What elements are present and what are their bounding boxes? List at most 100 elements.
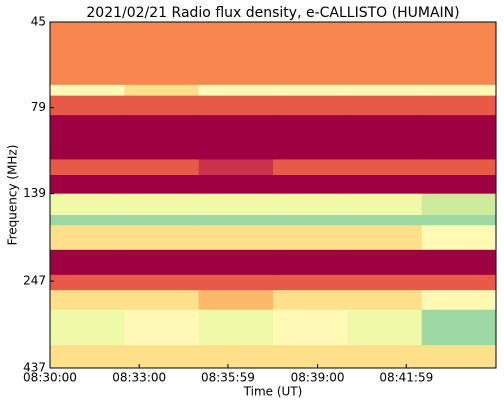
cell bbox=[124, 345, 200, 369]
cell bbox=[124, 309, 200, 346]
cell bbox=[124, 95, 200, 116]
cell bbox=[421, 115, 497, 160]
cell bbox=[347, 84, 423, 97]
cell bbox=[198, 22, 274, 86]
cell bbox=[50, 159, 125, 176]
cell bbox=[273, 115, 348, 160]
cell bbox=[124, 225, 200, 251]
cell bbox=[198, 225, 274, 251]
cell bbox=[347, 274, 423, 291]
cell bbox=[273, 159, 348, 176]
cell bbox=[198, 215, 274, 226]
cell bbox=[124, 193, 200, 216]
cell bbox=[124, 22, 200, 86]
cell bbox=[50, 290, 125, 311]
cell bbox=[198, 309, 274, 346]
cell bbox=[50, 115, 125, 160]
cell bbox=[273, 225, 348, 251]
cell bbox=[347, 95, 423, 116]
cell bbox=[273, 95, 348, 116]
cell bbox=[421, 225, 497, 251]
cell bbox=[421, 290, 497, 311]
cell bbox=[50, 193, 125, 216]
cell bbox=[124, 175, 200, 195]
cell bbox=[50, 84, 125, 97]
x-tick-label: 08:35:59 bbox=[201, 371, 255, 385]
cell bbox=[273, 290, 348, 311]
cell bbox=[124, 84, 200, 97]
cell bbox=[347, 249, 423, 276]
y-tick-label: 139 bbox=[23, 186, 46, 200]
cell bbox=[50, 215, 125, 226]
cell bbox=[50, 274, 125, 291]
cell bbox=[347, 225, 423, 251]
plot-frame bbox=[49, 21, 497, 369]
cell bbox=[198, 95, 274, 116]
y-tick-label: 45 bbox=[31, 15, 46, 29]
cell bbox=[347, 175, 423, 195]
cell bbox=[421, 193, 497, 216]
heatmap bbox=[50, 22, 497, 369]
cell bbox=[50, 225, 125, 251]
cell bbox=[124, 115, 200, 160]
cell bbox=[124, 215, 200, 226]
cell bbox=[273, 309, 348, 346]
cell bbox=[124, 290, 200, 311]
cell bbox=[198, 159, 274, 176]
cell bbox=[421, 84, 497, 97]
cell bbox=[347, 345, 423, 369]
cell bbox=[347, 215, 423, 226]
cell bbox=[50, 175, 125, 195]
cell bbox=[421, 274, 497, 291]
cell bbox=[198, 193, 274, 216]
cell bbox=[50, 345, 125, 369]
cell bbox=[198, 274, 274, 291]
cell bbox=[198, 249, 274, 276]
y-axis-label: Frequency (MHz) bbox=[6, 145, 20, 246]
cell bbox=[273, 175, 348, 195]
x-tick-label: 08:33:00 bbox=[112, 371, 166, 385]
cell bbox=[50, 22, 125, 86]
cell bbox=[273, 22, 348, 86]
cell bbox=[198, 175, 274, 195]
cell bbox=[273, 84, 348, 97]
cell bbox=[124, 249, 200, 276]
cell bbox=[347, 22, 423, 86]
cell bbox=[421, 175, 497, 195]
cell bbox=[198, 84, 274, 97]
cell bbox=[421, 249, 497, 276]
cell bbox=[347, 309, 423, 346]
cell bbox=[421, 345, 497, 369]
cell bbox=[421, 95, 497, 116]
x-tick-label: 08:30:00 bbox=[23, 371, 77, 385]
cell bbox=[124, 274, 200, 291]
cell bbox=[347, 193, 423, 216]
cell bbox=[50, 95, 125, 116]
cell bbox=[50, 309, 125, 346]
x-tick-label: 08:41:59 bbox=[379, 371, 433, 385]
cell bbox=[273, 215, 348, 226]
cell bbox=[421, 159, 497, 176]
cell bbox=[421, 309, 497, 346]
cell bbox=[347, 115, 423, 160]
cell bbox=[421, 22, 497, 86]
chart-title: 2021/02/21 Radio flux density, e-CALLIST… bbox=[86, 5, 459, 21]
x-axis-label: Time (UT) bbox=[243, 385, 303, 399]
cell bbox=[198, 115, 274, 160]
cell bbox=[50, 249, 125, 276]
cell bbox=[198, 290, 274, 311]
cell bbox=[273, 345, 348, 369]
y-tick-label: 437 bbox=[23, 361, 46, 375]
y-tick-label: 247 bbox=[23, 274, 46, 288]
x-tick-label: 08:39:00 bbox=[291, 371, 345, 385]
cell bbox=[273, 193, 348, 216]
cell bbox=[198, 345, 274, 369]
cell bbox=[347, 290, 423, 311]
cell bbox=[421, 215, 497, 226]
cell bbox=[273, 274, 348, 291]
y-tick-label: 79 bbox=[31, 100, 46, 114]
cell bbox=[273, 249, 348, 276]
cell bbox=[124, 159, 200, 176]
